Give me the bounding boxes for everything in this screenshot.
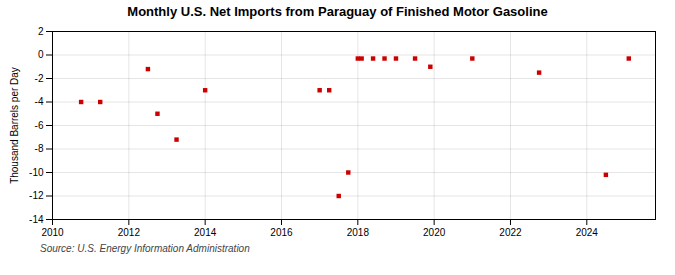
svg-text:-8: -8	[35, 143, 44, 154]
svg-text:-12: -12	[29, 190, 44, 201]
svg-text:-14: -14	[29, 214, 44, 225]
svg-text:Thousand Barrels per Day: Thousand Barrels per Day	[9, 67, 20, 184]
svg-text:2014: 2014	[194, 227, 217, 238]
svg-text:2012: 2012	[118, 227, 141, 238]
svg-text:2016: 2016	[270, 227, 293, 238]
svg-text:-10: -10	[29, 167, 44, 178]
svg-text:0: 0	[38, 49, 44, 60]
svg-text:2020: 2020	[423, 227, 446, 238]
svg-text:-6: -6	[35, 120, 44, 131]
svg-text:-4: -4	[35, 96, 44, 107]
svg-text:2024: 2024	[576, 227, 599, 238]
svg-text:2018: 2018	[347, 227, 370, 238]
svg-text:2022: 2022	[499, 227, 522, 238]
html-text:Source: U.S. Energy Informatio: Source: U.S. Energy Information Administ…	[40, 243, 250, 254]
html-text:Monthly U.S. Net Imports from: Monthly U.S. Net Imports from Paraguay o…	[127, 4, 548, 19]
svg-text:-2: -2	[35, 73, 44, 84]
svg-text:2: 2	[38, 26, 44, 37]
svg-text:2010: 2010	[41, 227, 64, 238]
